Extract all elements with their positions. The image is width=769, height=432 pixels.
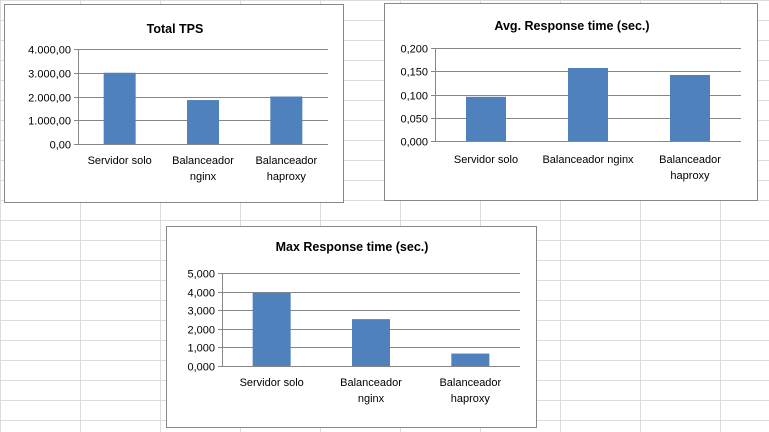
y-tick-label: 1,000	[187, 343, 215, 355]
category-label: Servidor solo	[240, 377, 304, 389]
y-tick-label: 0,00	[50, 140, 71, 152]
chart-title: Avg. Response time (sec.)	[494, 19, 649, 33]
bar[interactable]	[670, 74, 710, 141]
bar[interactable]	[466, 96, 506, 141]
plot-area: 0,000 1,000 2,000 3,000 4,000 5,000 Servidor s…	[187, 269, 520, 405]
category-label: Balanceador nginx	[542, 154, 634, 166]
category-label: Servidor solo	[454, 154, 518, 166]
chart-total-tps-svg: Total TPS 0,00 1.000,00 2.000,00 3.000,00 4.…	[28, 22, 328, 183]
chart-title: Max Response time (sec.)	[276, 240, 429, 254]
category-label-line: nginx	[190, 171, 217, 183]
y-tick-label: 3,000	[187, 306, 215, 318]
category-label-line: Balanceador nginx	[542, 154, 634, 166]
y-tick-label: 0,200	[400, 44, 428, 56]
y-tick-label: 3.000,00	[28, 69, 71, 81]
bar[interactable]	[252, 292, 291, 366]
category-label: Balanceador nginx	[340, 377, 402, 405]
chart-max-response-time[interactable]: Max Response time (sec.) 0,000 1,000 2,000…	[166, 226, 537, 428]
bar[interactable]	[451, 353, 490, 366]
bar[interactable]	[103, 72, 136, 144]
category-label: Balanceador haproxy	[255, 155, 317, 183]
y-tick-label: 1.000,00	[28, 116, 71, 128]
bar[interactable]	[270, 96, 303, 145]
category-label-line: Balanceador	[340, 377, 402, 389]
y-tick-label: 0,100	[400, 91, 428, 103]
category-label-line: haproxy	[451, 393, 491, 405]
plot-area: 0,000 0,050 0,100 0,150 0,200 Servidor solo Ba…	[400, 44, 741, 182]
category-label-line: haproxy	[670, 170, 710, 182]
category-label-line: haproxy	[267, 171, 307, 183]
y-tick-label: 4.000,00	[28, 45, 71, 57]
y-tick-label: 2.000,00	[28, 93, 71, 105]
y-tick-label: 5,000	[187, 269, 215, 281]
bar[interactable]	[568, 67, 608, 141]
y-tick-label: 4,000	[187, 288, 215, 300]
chart-title: Total TPS	[147, 22, 204, 36]
y-tick-label: 2,000	[187, 325, 215, 337]
category-label-line: Balanceador	[659, 154, 721, 166]
chart-max-response-time-svg: Max Response time (sec.) 0,000 1,000 2,000…	[187, 240, 520, 405]
category-label: Balanceador haproxy	[659, 154, 721, 182]
category-label-line: Balanceador	[172, 155, 234, 167]
y-tick-label: 0,000	[400, 137, 428, 149]
category-label: Balanceador haproxy	[439, 377, 501, 405]
chart-total-tps[interactable]: Total TPS 0,00 1.000,00 2.000,00 3.000,00 4.…	[4, 4, 344, 203]
category-label: Balanceador nginx	[172, 155, 234, 183]
category-label-line: Balanceador	[255, 155, 317, 167]
category-label-line: Servidor solo	[240, 377, 304, 389]
y-tick-label: 0,050	[400, 114, 428, 126]
category-label-line: Servidor solo	[454, 154, 518, 166]
chart-avg-response-time-svg: Avg. Response time (sec.) 0,000 0,050 0,10…	[400, 19, 741, 182]
category-label: Servidor solo	[88, 155, 152, 167]
y-tick-label: 0,000	[187, 362, 215, 374]
bar[interactable]	[187, 100, 219, 144]
chart-avg-response-time[interactable]: Avg. Response time (sec.) 0,000 0,050 0,10…	[384, 3, 758, 201]
plot-area: 0,00 1.000,00 2.000,00 3.000,00 4.000,00 Serv…	[28, 45, 328, 183]
category-label-line: Balanceador	[439, 377, 501, 389]
y-tick-label: 0,150	[400, 67, 428, 79]
category-label-line: nginx	[358, 393, 385, 405]
bar[interactable]	[352, 319, 390, 366]
category-label-line: Servidor solo	[88, 155, 152, 167]
